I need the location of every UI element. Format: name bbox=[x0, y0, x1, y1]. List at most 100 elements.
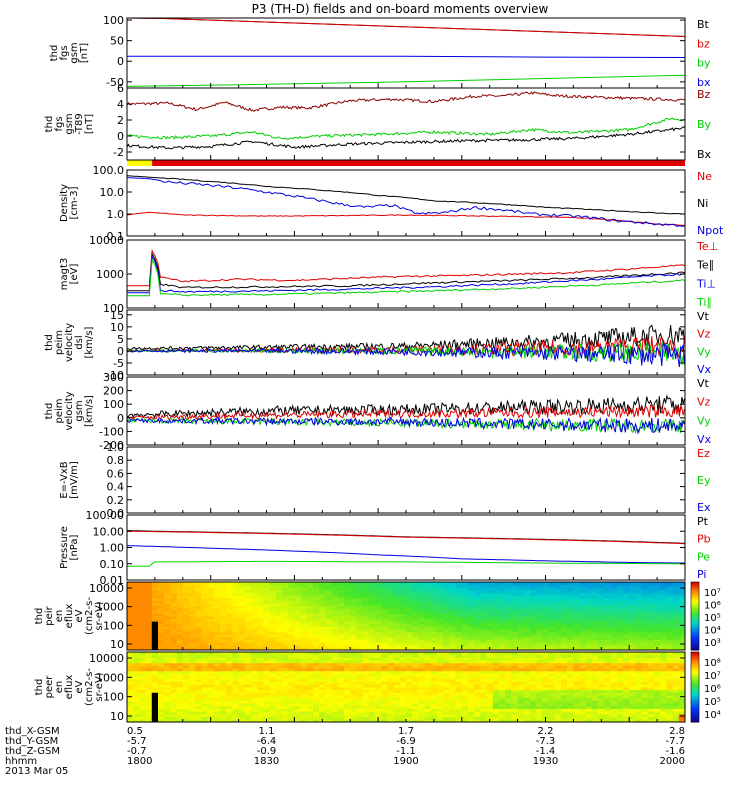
heatmap-cell bbox=[486, 587, 494, 591]
y-axis-label-line: sr-eV) bbox=[94, 601, 105, 630]
heatmap-cell bbox=[306, 610, 314, 614]
heatmap-cell bbox=[399, 654, 407, 658]
heatmap-cell bbox=[182, 665, 190, 669]
heatmap-cell bbox=[610, 711, 618, 715]
heatmap-cell bbox=[554, 652, 562, 656]
heatmap-cell bbox=[151, 618, 159, 622]
heatmap-cell bbox=[164, 652, 171, 656]
heatmap-cell bbox=[288, 689, 295, 693]
heatmap-cell bbox=[443, 642, 450, 646]
heatmap-cell bbox=[257, 589, 264, 593]
heatmap-cell bbox=[337, 618, 345, 622]
heatmap-cell bbox=[641, 623, 649, 627]
heatmap-cell bbox=[616, 636, 624, 640]
heatmap-cell bbox=[530, 711, 537, 715]
heatmap-cell bbox=[573, 589, 580, 593]
heatmap-cell bbox=[666, 582, 673, 586]
heatmap-cell bbox=[641, 613, 649, 617]
heatmap-cell bbox=[573, 697, 580, 701]
heatmap-cell bbox=[666, 602, 673, 606]
heatmap-cell bbox=[492, 629, 500, 633]
heatmap-cell bbox=[542, 660, 549, 664]
heatmap-cell bbox=[641, 687, 649, 691]
heatmap-cell bbox=[362, 670, 370, 674]
heatmap-cell bbox=[176, 623, 184, 627]
heatmap-cell bbox=[232, 662, 239, 666]
heatmap-cell bbox=[424, 681, 432, 685]
heatmap-cell bbox=[350, 657, 357, 661]
heatmap-cell bbox=[170, 602, 177, 606]
heatmap-cell bbox=[567, 719, 574, 723]
heatmap-cell bbox=[492, 695, 500, 699]
heatmap-cell bbox=[474, 631, 481, 635]
heatmap-cell bbox=[486, 654, 494, 658]
heatmap-cell bbox=[505, 618, 512, 622]
heatmap-cell bbox=[226, 654, 233, 658]
heatmap-cell bbox=[536, 608, 543, 612]
heatmap-cell bbox=[486, 700, 494, 704]
heatmap-cell bbox=[635, 660, 642, 664]
heatmap-cell bbox=[189, 703, 196, 707]
heatmap-cell bbox=[505, 668, 512, 672]
heatmap-cell bbox=[257, 657, 264, 661]
heatmap-cell bbox=[635, 639, 642, 643]
heatmap-cell bbox=[127, 687, 134, 691]
heatmap-cell bbox=[238, 589, 246, 593]
heatmap-cell bbox=[201, 681, 208, 685]
heatmap-cell bbox=[604, 634, 611, 638]
heatmap-cell bbox=[263, 584, 270, 588]
heatmap-cell bbox=[213, 608, 221, 612]
heatmap-cell bbox=[151, 639, 159, 643]
heatmap-cell bbox=[430, 602, 438, 606]
heatmap-cell bbox=[294, 613, 301, 617]
heatmap-cell bbox=[437, 602, 444, 606]
heatmap-cell bbox=[226, 662, 233, 666]
heatmap-cell bbox=[592, 660, 599, 664]
heatmap-cell bbox=[269, 719, 277, 723]
heatmap-cell bbox=[337, 705, 345, 709]
heatmap-cell bbox=[461, 657, 469, 661]
heatmap-cell bbox=[213, 665, 221, 669]
heatmap-cell bbox=[313, 711, 320, 715]
heatmap-cell bbox=[381, 608, 388, 612]
heatmap-cell bbox=[362, 631, 370, 635]
heatmap-cell bbox=[139, 676, 146, 680]
heatmap-cell bbox=[616, 605, 624, 609]
heatmap-cell bbox=[356, 600, 363, 604]
heatmap-cell bbox=[480, 692, 487, 696]
heatmap-cell bbox=[269, 626, 277, 630]
heatmap-cell bbox=[337, 626, 345, 630]
heatmap-cell bbox=[511, 716, 518, 720]
heatmap-cell bbox=[455, 587, 463, 591]
heatmap-cell bbox=[139, 605, 146, 609]
heatmap-cell bbox=[313, 639, 320, 643]
heatmap-cell bbox=[244, 605, 252, 609]
heatmap-cell bbox=[585, 705, 593, 709]
heatmap-cell bbox=[412, 670, 419, 674]
heatmap-cell bbox=[232, 668, 239, 672]
heatmap-cell bbox=[486, 631, 494, 635]
heatmap-cell bbox=[313, 616, 320, 620]
heatmap-cell bbox=[375, 610, 382, 614]
heatmap-cell bbox=[182, 711, 190, 715]
heatmap-cell bbox=[449, 668, 456, 672]
heatmap-cell bbox=[561, 589, 568, 593]
heatmap-cell bbox=[244, 652, 252, 656]
heatmap-cell bbox=[176, 616, 184, 620]
heatmap-cell bbox=[455, 676, 463, 680]
heatmap-cell bbox=[455, 670, 463, 674]
heatmap-cell bbox=[375, 689, 382, 693]
heatmap-cell bbox=[213, 692, 221, 696]
heatmap-cell bbox=[443, 618, 450, 622]
heatmap-cell bbox=[542, 610, 549, 614]
heatmap-cell bbox=[573, 657, 580, 661]
heatmap-cell bbox=[145, 587, 153, 591]
heatmap-cell bbox=[660, 647, 667, 651]
heatmap-cell bbox=[263, 613, 270, 617]
heatmap-cell bbox=[294, 662, 301, 666]
heatmap-cell bbox=[486, 582, 494, 586]
heatmap-cell bbox=[269, 608, 277, 612]
heatmap-cell bbox=[536, 678, 543, 683]
heatmap-cell bbox=[443, 681, 450, 685]
heatmap-cell bbox=[306, 636, 314, 640]
